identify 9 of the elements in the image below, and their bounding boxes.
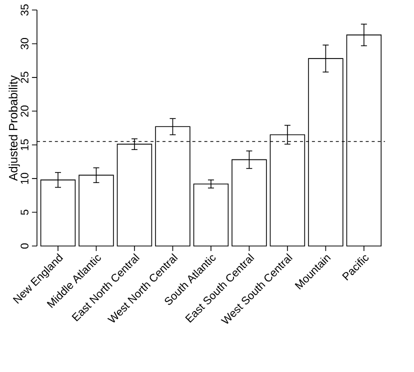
y-tick-label: 20: [20, 105, 28, 117]
y-tick-label: 25: [20, 72, 28, 83]
y-axis-title: Adjusted Probability: [8, 75, 20, 181]
y-tick-label: 15: [20, 139, 28, 150]
y-tick-label: 10: [20, 172, 28, 184]
y-tick-label: 0: [20, 243, 28, 249]
y-tick-label: 30: [20, 38, 28, 50]
y-tick-label: 35: [20, 4, 28, 16]
y-tick-label: 5: [20, 210, 28, 215]
